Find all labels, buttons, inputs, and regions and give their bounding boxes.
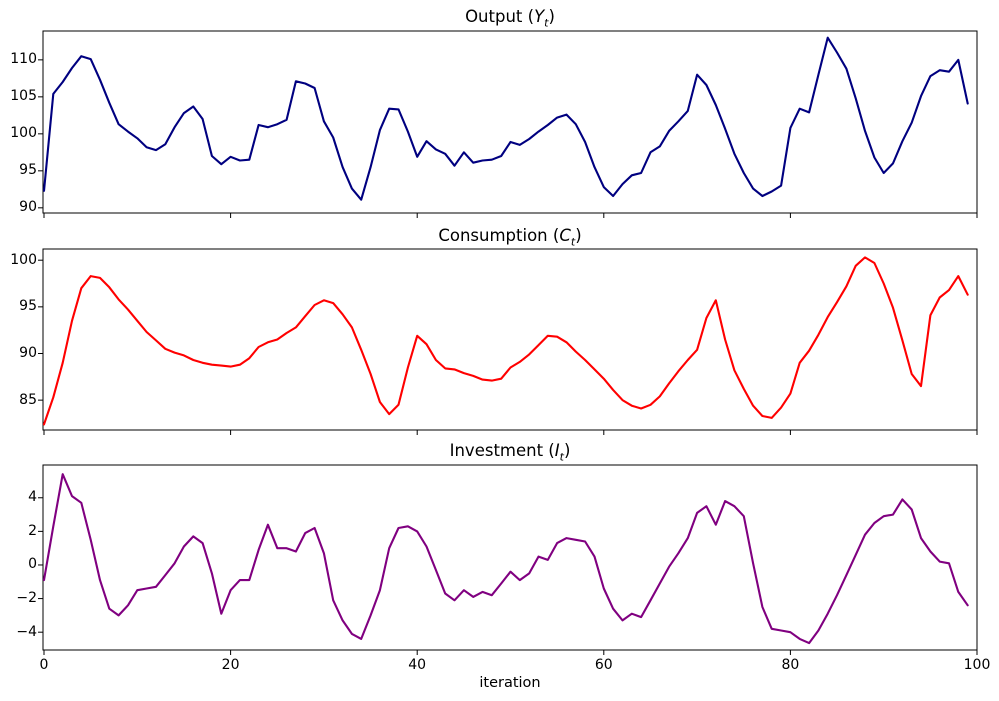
output-ytick-label: 100 bbox=[10, 125, 37, 142]
investment-ytick-label: −2 bbox=[16, 590, 37, 607]
investment-ytick-label: 2 bbox=[28, 522, 37, 539]
x-axis-tick-label: 60 bbox=[594, 657, 613, 673]
output-title: Output (Yt) bbox=[465, 7, 555, 30]
consumption-frame bbox=[42, 248, 978, 431]
output-ytick-label: 95 bbox=[19, 162, 37, 179]
x-axis-tick-label: 40 bbox=[408, 657, 427, 673]
investment-ytick-label: 0 bbox=[28, 556, 37, 573]
investment-title: Investment (It) bbox=[449, 441, 571, 464]
output-ytick-label: 90 bbox=[19, 199, 37, 216]
consumption-title: Consumption (Ct) bbox=[438, 226, 582, 249]
consumption-line bbox=[42, 256, 969, 426]
investment-ytick-label: −4 bbox=[16, 623, 37, 640]
output-line bbox=[42, 36, 969, 201]
consumption-ytick-label: 95 bbox=[19, 298, 37, 315]
consumption-ytick-label: 90 bbox=[19, 344, 37, 361]
x-axis-tick-label: 100 bbox=[963, 657, 991, 673]
investment-ytick-label: 4 bbox=[28, 489, 37, 506]
x-axis-tick-label: 0 bbox=[39, 657, 49, 673]
output-frame bbox=[42, 30, 978, 214]
consumption-ytick-label: 100 bbox=[10, 251, 37, 268]
x-axis-tick-label: 80 bbox=[781, 657, 800, 673]
investment-frame bbox=[42, 464, 978, 651]
x-axis-label: iteration bbox=[479, 675, 541, 691]
consumption-ytick-label: 85 bbox=[19, 391, 37, 408]
x-axis-tick-label: 20 bbox=[221, 657, 240, 673]
output-ytick-label: 110 bbox=[10, 51, 37, 68]
output-ytick-label: 105 bbox=[10, 88, 37, 105]
investment-line bbox=[42, 473, 969, 645]
